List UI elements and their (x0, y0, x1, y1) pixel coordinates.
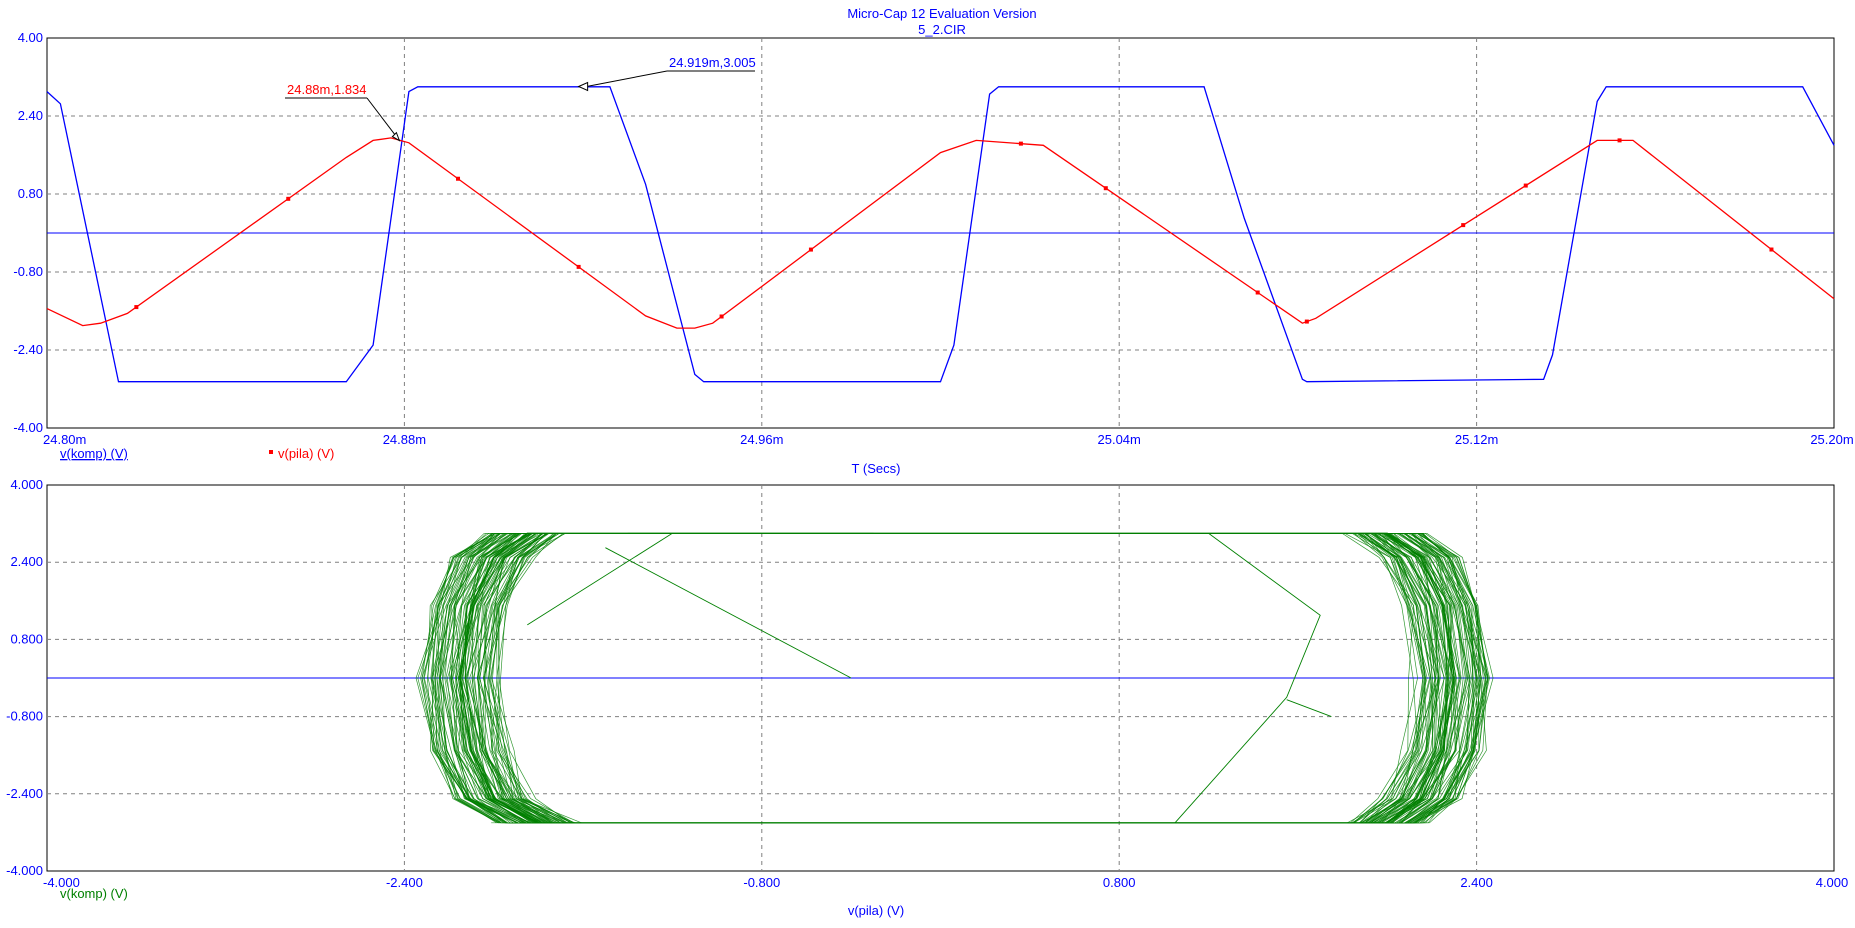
x-tick-label: -2.400 (386, 875, 423, 890)
pila-marker (1304, 319, 1309, 324)
x-tick-label: 24.96m (740, 432, 783, 447)
transient-series (46, 86, 1835, 383)
xy-plot: 4.000 2.400 0.800 -0.800 -2.400 -4.000 -4.000… (6, 477, 1848, 918)
x-tick-label: -0.800 (743, 875, 780, 890)
x-tick-label: 24.80m (43, 432, 86, 447)
chart-title: Micro-Cap 12 Evaluation Version (847, 6, 1036, 21)
y-tick-label: 4.00 (18, 30, 43, 45)
pila-marker (134, 305, 139, 310)
xy-x-axis-label: v(pila) (V) (848, 903, 904, 918)
legend-pila: v(pila) (V) (278, 446, 334, 461)
xy-trace (436, 532, 1481, 824)
pila-marker (719, 314, 724, 319)
xy-trace (429, 532, 1489, 824)
pila-marker (1018, 141, 1023, 146)
pila-marker (1617, 138, 1622, 143)
annotation-label-komp: 24.919m,3.005 (669, 55, 756, 70)
x-tick-label: 24.88m (383, 432, 426, 447)
xy-y-ticks: 4.000 2.400 0.800 -0.800 -2.400 -4.000 (6, 477, 43, 878)
xy-trace (421, 532, 1484, 824)
y-tick-label: 4.000 (10, 477, 43, 492)
y-tick-label: 2.40 (18, 108, 43, 123)
xy-trace (423, 532, 1489, 824)
annotation-label-pila: 24.88m,1.834 (287, 82, 367, 97)
y-tick-label: 0.800 (10, 631, 43, 646)
legend-komp: v(komp) (V) (60, 446, 128, 461)
transient-annotations: 24.88m,1.834 24.919m,3.005 (285, 55, 756, 142)
xy-grid (47, 485, 1834, 871)
pila-marker (576, 264, 581, 269)
pila-marker (808, 247, 813, 252)
pila-marker (1461, 223, 1466, 228)
x-tick-label: 0.800 (1103, 875, 1136, 890)
chart-subtitle: 5_2.CIR (918, 22, 966, 37)
pila-marker (1523, 183, 1528, 188)
pila-marker (1255, 290, 1260, 295)
transient-y-ticks: 4.00 2.40 0.80 -0.80 -2.40 -4.00 (13, 30, 43, 435)
y-tick-label: -0.80 (13, 264, 43, 279)
pila-marker (286, 196, 291, 201)
xy-trace (527, 532, 673, 626)
pila-marker (1769, 247, 1774, 252)
annotation-leader (366, 97, 400, 141)
transient-x-ticks: 24.80m 24.88m 24.96m 25.04m 25.12m 25.20m (43, 432, 1854, 447)
xy-series (47, 532, 1834, 824)
pila-marker (456, 176, 461, 181)
transient-plot: 4.00 2.40 0.80 -0.80 -2.40 -4.00 24.80m 24.88m… (13, 30, 1853, 476)
series-line-0 (46, 86, 1835, 383)
y-tick-label: -2.40 (13, 342, 43, 357)
x-tick-label: 25.12m (1455, 432, 1498, 447)
annotation-arrowhead (577, 81, 589, 92)
y-tick-label: -0.800 (6, 709, 43, 724)
xy-trace (1174, 532, 1321, 824)
xy-trace (434, 532, 1474, 824)
series-line-1 (46, 137, 1835, 329)
annotation-arrowhead (391, 131, 401, 142)
y-tick-label: 0.80 (18, 186, 43, 201)
y-tick-label: 2.400 (10, 554, 43, 569)
y-tick-label: -4.000 (6, 863, 43, 878)
transient-x-axis-label: T (Secs) (852, 461, 901, 476)
x-tick-label: 4.000 (1816, 875, 1849, 890)
x-tick-label: 2.400 (1460, 875, 1493, 890)
legend-xy-komp: v(komp) (V) (60, 886, 128, 901)
x-tick-label: 25.04m (1098, 432, 1141, 447)
y-tick-label: -4.00 (13, 420, 43, 435)
annotation-leader (586, 70, 668, 87)
xy-trace (605, 547, 852, 679)
y-tick-label: -2.400 (6, 786, 43, 801)
xy-trace (1286, 699, 1332, 718)
pila-marker (1103, 186, 1108, 191)
x-tick-label: 25.20m (1810, 432, 1853, 447)
x-tick-label: -4.000 (43, 875, 80, 890)
legend-pila-marker (269, 450, 273, 454)
xy-x-ticks: -4.000 -2.400 -0.800 0.800 2.400 4.000 (43, 875, 1848, 890)
